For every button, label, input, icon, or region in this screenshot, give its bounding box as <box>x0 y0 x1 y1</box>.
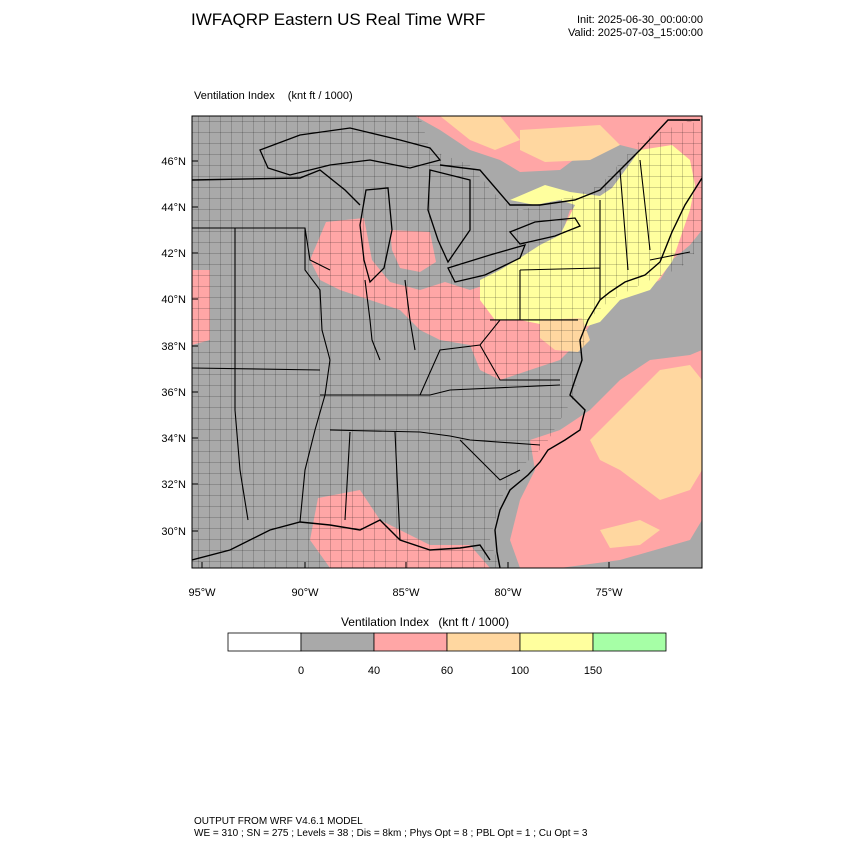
colorbar-tick-label: 100 <box>511 665 529 677</box>
lake-michigan <box>359 187 393 284</box>
lat-tick-label: 38°N <box>161 341 186 353</box>
colorbar-title: Ventilation Index (knt ft / 1000) <box>0 615 850 629</box>
latitude-axis: 46°N 44°N 42°N 40°N 38°N 36°N 34°N 32°N 30°N <box>161 156 198 538</box>
shade-60-100-canada <box>440 116 520 150</box>
lon-tick-label: 80°W <box>494 587 522 599</box>
lake-erie <box>447 244 527 283</box>
state-lines <box>192 159 691 541</box>
lon-tick-label: 90°W <box>291 587 319 599</box>
shade-60-100-atlantic <box>590 365 702 500</box>
gulf-coastline <box>192 519 491 561</box>
map-field-units: (knt ft / 1000) <box>287 90 353 102</box>
colorbar-bin <box>300 632 375 652</box>
colorbar-tick-label: 0 <box>298 665 304 677</box>
state-boundaries <box>192 159 691 541</box>
lake-huron <box>427 169 471 264</box>
great-lakes <box>259 127 581 284</box>
colorbar-bin <box>446 632 521 652</box>
lon-tick-label: 85°W <box>392 587 420 599</box>
lake-superior <box>259 127 442 176</box>
footer-line-1: OUTPUT FROM WRF V4.6.1 MODEL <box>194 816 363 827</box>
map-area <box>192 116 702 568</box>
footer-line-2: WE = 310 ; SN = 275 ; Levels = 38 ; Dis … <box>194 828 588 839</box>
colorbar-bin <box>227 632 302 652</box>
lat-tick-label: 34°N <box>161 433 186 445</box>
shade-60-100-atlantic-south <box>600 520 660 548</box>
shade-60-100-quebec <box>520 125 620 162</box>
colorbar-title-units: (knt ft / 1000) <box>438 615 510 629</box>
coastlines <box>192 119 702 568</box>
colorbar-tick-label: 40 <box>368 665 380 677</box>
lat-tick-label: 44°N <box>161 202 186 214</box>
run-times: Init: 2025-06-30_00:00:00 Valid: 2025-07… <box>568 14 703 40</box>
longitude-axis: 95°W 90°W 85°W 80°W 75°W <box>188 562 623 599</box>
us-canada-border <box>192 119 700 206</box>
lat-tick-label: 46°N <box>161 156 186 168</box>
colorbar-bin <box>373 632 448 652</box>
colorbar-bin <box>519 632 594 652</box>
colorbar-tick-labels: 0 40 60 100 150 <box>298 665 602 677</box>
lat-tick-label: 40°N <box>161 294 186 306</box>
colorbar-tick-label: 60 <box>441 665 453 677</box>
lat-tick-label: 42°N <box>161 248 186 260</box>
map-field-label: Ventilation Index (knt ft / 1000) <box>194 90 353 102</box>
plot-title: IWFAQRP Eastern US Real Time WRF <box>191 10 486 29</box>
map-frame <box>191 115 703 569</box>
map-field-name: Ventilation Index <box>194 90 275 102</box>
model-info-footer: OUTPUT FROM WRF V4.6.1 MODEL WE = 310 ; … <box>194 816 587 840</box>
valid-time: Valid: 2025-07-03_15:00:00 <box>568 27 703 39</box>
lon-tick-label: 75°W <box>595 587 623 599</box>
lon-tick-label: 95°W <box>188 587 216 599</box>
lat-tick-label: 30°N <box>161 526 186 538</box>
lat-tick-label: 36°N <box>161 387 186 399</box>
lake-ontario <box>508 217 581 245</box>
colorbar-title-name: Ventilation Index <box>340 615 430 629</box>
atlantic-coastline <box>494 177 702 568</box>
init-time: Init: 2025-06-30_00:00:00 <box>577 14 703 26</box>
colorbar <box>227 632 667 652</box>
county-boundaries <box>192 116 702 568</box>
lat-tick-label: 32°N <box>161 479 186 491</box>
colorbar-tick-label: 150 <box>584 665 602 677</box>
colorbar-bin <box>592 632 667 652</box>
